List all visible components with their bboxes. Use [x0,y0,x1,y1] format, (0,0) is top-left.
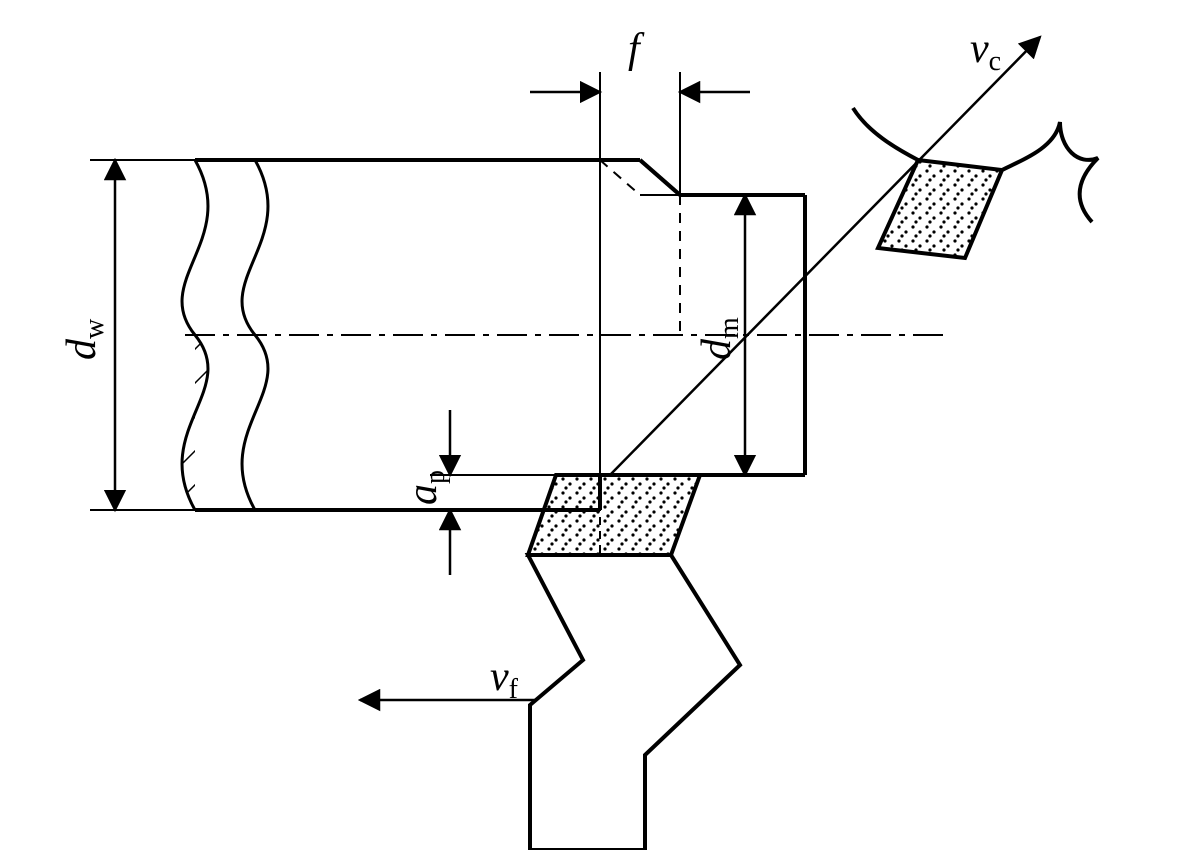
dm-sub: m [714,317,745,339]
vc-sub: c [989,46,1001,77]
vf-sub: f [509,674,519,705]
vc-line [610,37,1040,475]
svg-text:vf: vf [490,654,519,705]
dw-sub: w [79,318,110,339]
turning-diagram: dw dm ap f vc vf [0,0,1181,850]
dm-var: d [694,338,740,360]
ap-var: a [400,484,446,505]
dw-var: d [59,338,105,360]
ap-sub: p [420,470,451,484]
vf-var: v [490,654,509,700]
vc-var: v [970,26,989,72]
tool-bottom [528,475,740,850]
svg-text:ap: ap [400,470,451,505]
f-var: f [628,26,645,72]
svg-text:dm: dm [694,317,745,360]
tool-top [853,108,1098,258]
svg-text:f: f [628,26,645,72]
svg-text:vc: vc [970,26,1001,77]
svg-text:dw: dw [59,318,110,360]
